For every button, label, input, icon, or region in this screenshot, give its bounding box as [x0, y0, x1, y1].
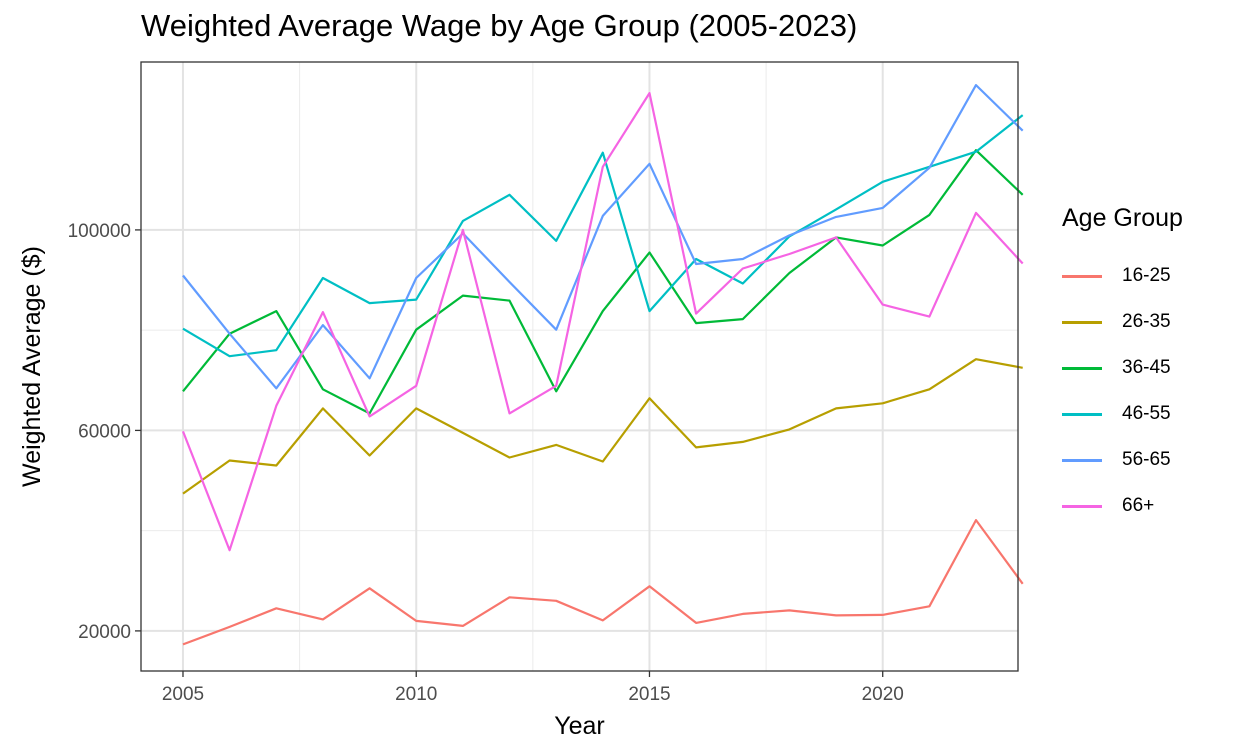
x-axis-title: Year: [554, 712, 605, 740]
legend: Age Group 16-25 26-35 36-45 46-55 56-65 66+: [1062, 204, 1183, 529]
legend-label: 36-45: [1122, 357, 1171, 378]
legend-label: 26-35: [1122, 311, 1171, 332]
series-lines: [181, 83, 1024, 646]
legend-key: [1062, 504, 1102, 508]
y-tick-label: 60000: [78, 421, 131, 442]
legend-label: 46-55: [1122, 403, 1171, 424]
legend-label: 56-65: [1122, 449, 1171, 470]
major-gridlines: [141, 62, 1018, 671]
legend-item: 16-25: [1062, 253, 1183, 299]
panel-border: [140, 61, 1019, 672]
minor-gridlines: [141, 62, 1018, 671]
legend-key: [1062, 366, 1102, 370]
series-line-56-65: [182, 83, 1024, 390]
x-tick-label: 2010: [395, 684, 437, 705]
series-line-46-55: [182, 114, 1024, 358]
axis-ticks: [135, 229, 884, 677]
series-line-16-25: [182, 518, 1024, 646]
legend-title: Age Group: [1062, 204, 1183, 232]
legend-item: 36-45: [1062, 345, 1183, 391]
legend-label: 66+: [1122, 495, 1155, 516]
x-tick-label: 2020: [862, 684, 904, 705]
tick-labels: 2005 2010 2015 2020 20000 60000 100000: [68, 221, 904, 705]
legend-key: [1062, 320, 1102, 324]
y-tick-label: 20000: [78, 622, 131, 643]
legend-item: 26-35: [1062, 299, 1183, 345]
legend-item: 46-55: [1062, 391, 1183, 437]
legend-key: [1062, 458, 1102, 462]
x-tick-label: 2015: [628, 684, 670, 705]
legend-item: 56-65: [1062, 437, 1183, 483]
legend-label: 16-25: [1122, 265, 1171, 286]
y-axis-title: Weighted Average ($): [18, 246, 46, 487]
chart-title: Weighted Average Wage by Age Group (2005…: [141, 8, 858, 43]
series-line-26-35: [182, 358, 1023, 495]
legend-item: 66+: [1062, 483, 1183, 529]
legend-items: 16-25 26-35 36-45 46-55 56-65 66+: [1062, 253, 1183, 529]
series-line-66+: [181, 91, 1024, 552]
y-tick-label: 100000: [68, 221, 131, 242]
series-line-36-45: [182, 149, 1024, 415]
legend-key: [1062, 274, 1102, 278]
x-tick-label: 2005: [162, 684, 204, 705]
legend-key: [1062, 412, 1102, 416]
